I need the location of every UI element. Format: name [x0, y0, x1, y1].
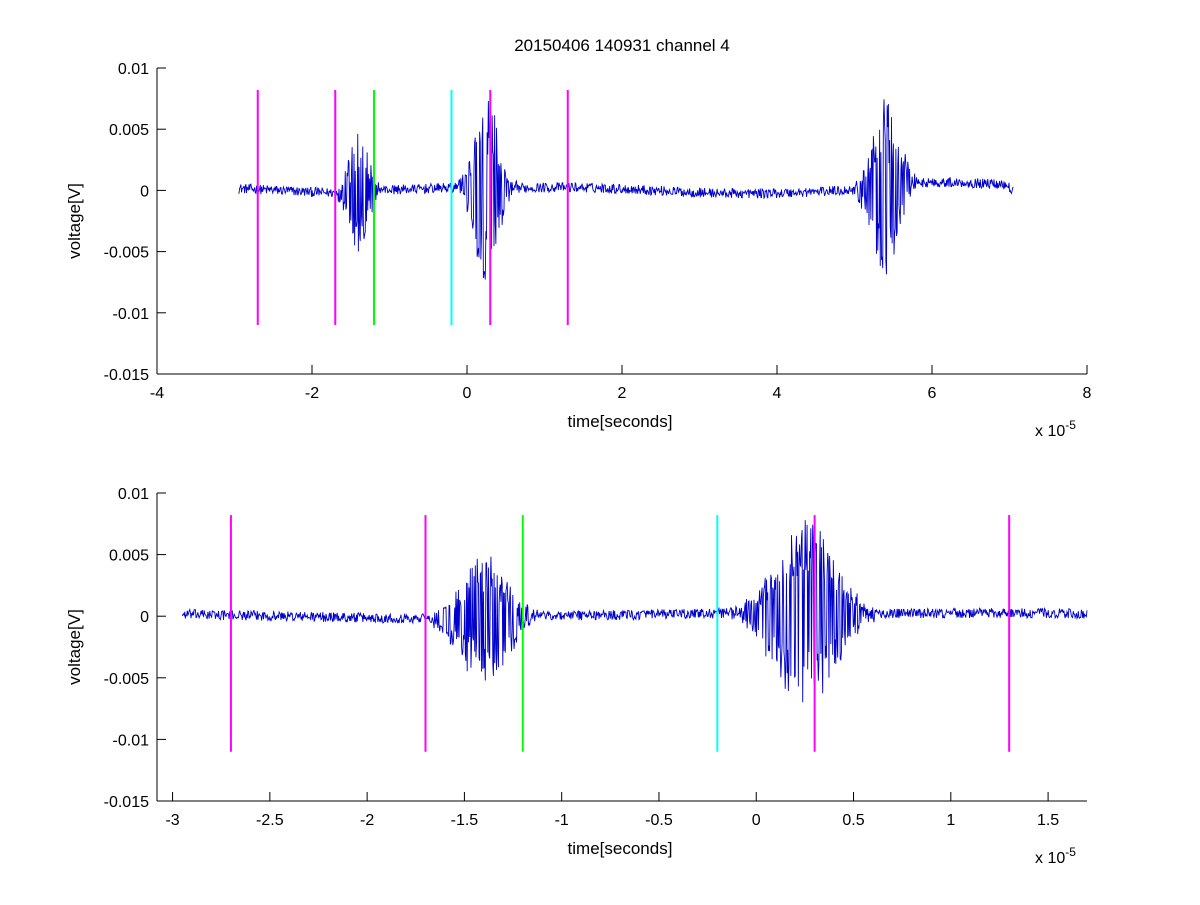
x-exponent-label: x 10-5 [1035, 845, 1076, 867]
y-tick-label: 0 [140, 183, 149, 200]
chart-panel-2: -3 -2.5 -2 -1.5 -1 -0.5 0 0.5 1 1.5 -0.015 -0.01 -0.… [65, 486, 1088, 867]
y-tick-label: 0.005 [109, 548, 149, 565]
x-tick-label: 8 [1083, 385, 1092, 402]
y-tick-label: 0.005 [109, 122, 149, 139]
x-axis-label: time[seconds] [568, 839, 673, 858]
y-tick-label: -0.005 [104, 671, 149, 688]
x-tick-label: 4 [773, 385, 782, 402]
x-tick-label: 2 [618, 385, 627, 402]
x-axis-label: time[seconds] [568, 412, 673, 431]
x-tick-label: 0 [463, 385, 472, 402]
y-axis-label: voltage[V] [65, 609, 84, 685]
x-tick-label: -1 [555, 812, 569, 829]
y-tick-label: -0.005 [104, 245, 149, 262]
y-tick-label: 0.01 [118, 486, 149, 503]
x-tick-label: -2.5 [256, 812, 284, 829]
x-tick-label: -0.5 [645, 812, 673, 829]
chart-panel-1: -4 -2 0 2 4 6 8 -0.015 -0.01 -0.005 0 0.005 0.01 time… [65, 36, 1092, 440]
y-tick-label: -0.01 [113, 732, 150, 749]
y-tick-label: -0.015 [104, 794, 149, 811]
signal-trace [181, 520, 1088, 703]
x-tick-label: -3 [165, 812, 179, 829]
y-tick-label: 0 [140, 609, 149, 626]
x-tick-label: -4 [150, 385, 164, 402]
y-tick-label: -0.015 [104, 367, 149, 384]
x-tick-label: 0 [752, 812, 761, 829]
y-tick-label: -0.01 [113, 306, 150, 323]
chart-title: 20150406 140931 channel 4 [514, 36, 730, 55]
x-tick-label: 6 [928, 385, 937, 402]
y-tick-label: 0.01 [118, 61, 149, 78]
x-exponent-label: x 10-5 [1035, 418, 1076, 440]
x-tick-label: 0.5 [842, 812, 864, 829]
y-axis-label: voltage[V] [65, 183, 84, 259]
x-tick-label: 1.5 [1037, 812, 1059, 829]
x-tick-label: -1.5 [451, 812, 479, 829]
x-tick-label: 1 [946, 812, 955, 829]
x-tick-label: -2 [360, 812, 374, 829]
x-tick-label: -2 [305, 385, 319, 402]
signal-trace [238, 99, 1014, 280]
